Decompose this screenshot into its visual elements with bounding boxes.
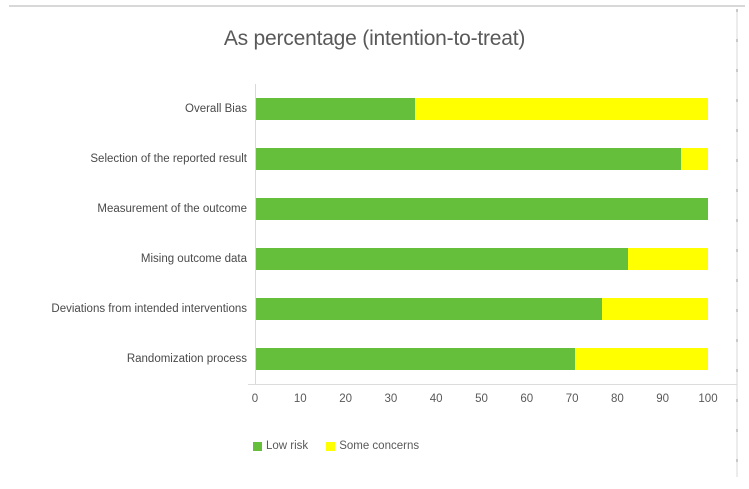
- x-tick-label: 20: [339, 393, 352, 405]
- bar-segment-some-concerns: [681, 148, 708, 170]
- bar-row: Deviations from intended interventions: [10, 284, 708, 334]
- x-tick-label: 0: [251, 393, 259, 405]
- bar-track: [255, 298, 708, 320]
- bar-row: Mising outcome data: [10, 234, 708, 284]
- x-tick-label: 40: [429, 393, 443, 405]
- chart-title: As percentage (intention-to-treat): [223, 27, 526, 50]
- bar-track: [255, 348, 708, 370]
- category-label: Measurement of the outcome: [97, 203, 247, 215]
- x-tick-label: 10: [293, 393, 307, 405]
- category-label: Mising outcome data: [140, 253, 247, 265]
- top-border-line: [9, 5, 745, 7]
- x-tick-label: 70: [565, 393, 579, 405]
- category-label: Randomization process: [126, 353, 247, 365]
- bar-segment-low-risk: [255, 148, 682, 170]
- x-tick-label: 50: [475, 393, 488, 405]
- bar-segment-low-risk: [255, 98, 415, 120]
- legend-label-low-risk: Low risk: [266, 440, 309, 452]
- x-tick-label: 30: [384, 393, 398, 405]
- bar-segment-some-concerns: [601, 298, 708, 320]
- bar-rows: Overall Bias Selection of the reported re…: [10, 84, 708, 384]
- category-label: Overall Bias: [185, 103, 247, 115]
- some-concerns-swatch-icon: [326, 441, 336, 451]
- bar-segment-low-risk: [255, 198, 708, 220]
- x-tick-label: 90: [656, 393, 670, 405]
- x-tick-label: 100: [698, 393, 718, 405]
- bar-segment-low-risk: [255, 298, 602, 320]
- bar-track: [255, 248, 708, 270]
- x-tick-label: 80: [610, 393, 624, 405]
- bar-segment-some-concerns: [628, 248, 708, 270]
- x-tick-label: 60: [520, 393, 534, 405]
- bar-track: [255, 198, 708, 220]
- bar-segment-some-concerns: [414, 98, 708, 120]
- legend-item-low-risk: Low risk: [253, 440, 308, 452]
- legend-item-some-concerns: Some concerns: [326, 440, 419, 452]
- bar-row: Selection of the reported result: [10, 134, 708, 184]
- x-axis-ticks: 0 10 20 30 40 50 60 70 80 90 100: [251, 393, 718, 409]
- bar-track: [255, 98, 708, 120]
- x-axis-line: [248, 384, 737, 385]
- category-label: Deviations from intended interventions: [51, 303, 247, 315]
- y-axis-line: [255, 84, 256, 384]
- bar-row: Measurement of the outcome: [10, 184, 708, 234]
- bar-track: [255, 148, 708, 170]
- legend-label-some-concerns: Some concerns: [339, 440, 420, 452]
- bar-segment-low-risk: [255, 248, 629, 270]
- bar-row: Randomization process: [10, 334, 708, 384]
- category-label: Selection of the reported result: [90, 153, 247, 165]
- low-risk-swatch-icon: [253, 441, 262, 451]
- bar-row: Overall Bias: [10, 84, 708, 134]
- bar-segment-some-concerns: [574, 348, 708, 370]
- right-border-line: [736, 9, 738, 477]
- bar-segment-low-risk: [255, 348, 575, 370]
- legend: Low risk Some concerns: [253, 440, 419, 452]
